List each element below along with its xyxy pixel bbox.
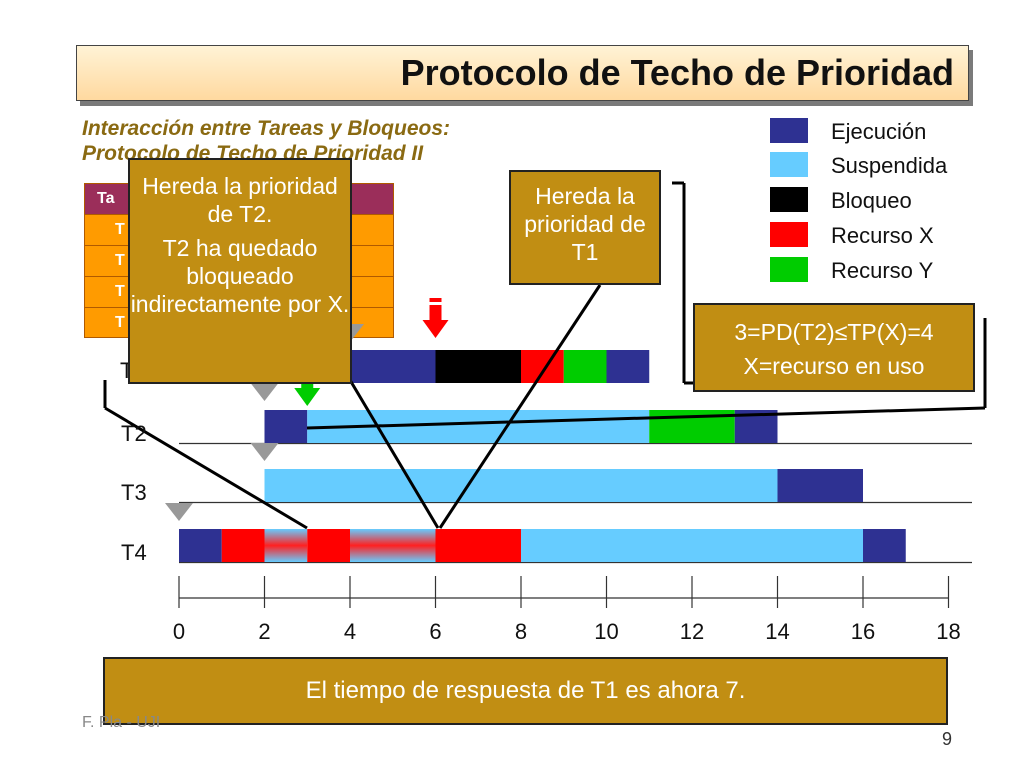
- arrival-marker: [250, 383, 279, 401]
- gantt-segment: [221, 529, 265, 562]
- note-response-time: El tiempo de respuesta de T1 es ahora 7.: [103, 657, 948, 725]
- legend-label: Recurso X: [831, 223, 934, 248]
- legend-label: Bloqueo: [831, 188, 912, 213]
- footer-author: F. Pla - UJI: [82, 714, 161, 731]
- table-header-text: Ta: [97, 190, 115, 207]
- arrival-marker: [165, 503, 193, 521]
- lock-arrow-head: [294, 388, 321, 406]
- legend-swatch: [770, 222, 808, 247]
- gantt-segment: [435, 529, 521, 562]
- table-header-right: 1: [435, 190, 444, 207]
- gantt-segment: [350, 529, 436, 562]
- arrival-marker: [250, 443, 279, 461]
- subtitle-line-1: Interacción entre Tareas y Bloqueos:: [82, 117, 451, 140]
- callout-line: [438, 284, 602, 529]
- callout-line: [104, 406, 308, 530]
- callout-line: [348, 379, 440, 529]
- gantt-segment: [307, 529, 350, 562]
- gantt-segment: [435, 350, 521, 383]
- gantt-segment: [863, 529, 906, 562]
- lock-arrow-head: [422, 320, 449, 338]
- gantt-segment: [179, 529, 222, 562]
- note-inherit-t1: Hereda la prioridad de T1: [509, 170, 661, 285]
- x-tick-label: 2: [258, 619, 271, 644]
- x-tick-label: 12: [679, 619, 705, 644]
- legend-swatch: [770, 118, 808, 143]
- gantt-segment: [563, 350, 607, 383]
- gantt-segment: [606, 350, 650, 383]
- legend-swatch: [770, 152, 808, 177]
- x-tick-label: 18: [936, 619, 961, 644]
- gantt-segment: [264, 529, 308, 562]
- note-inherit-t2: Hereda la prioridad de T2. T2 ha quedado…: [128, 158, 352, 384]
- legend-label: Suspendida: [831, 153, 948, 178]
- page-number: 9: [942, 729, 953, 749]
- x-tick-label: 16: [850, 619, 876, 644]
- x-tick-label: 6: [429, 619, 442, 644]
- gantt-segment: [521, 350, 564, 383]
- x-tick-label: 10: [594, 619, 619, 644]
- legend-swatch: [770, 257, 808, 282]
- gantt-segment: [777, 469, 863, 502]
- note-ceiling-line2: X=recurso en uso: [743, 353, 925, 379]
- x-tick-label: 8: [514, 619, 528, 644]
- callout-line: [306, 406, 986, 430]
- note-inherit-t2-text-a: Hereda la prioridad de T2.: [142, 173, 338, 227]
- note-inherit-t1-text: Hereda la prioridad de T1: [524, 183, 646, 265]
- page-title: Protocolo de Techo de Prioridad: [400, 52, 954, 93]
- gantt-segment: [264, 410, 308, 443]
- legend-swatch: [770, 187, 808, 212]
- gantt-segment: [264, 469, 778, 502]
- lock-arrow-cap: [429, 298, 442, 302]
- legend-label: Recurso Y: [831, 258, 934, 283]
- lock-arrow-shaft: [429, 305, 442, 322]
- note-response-time-text: El tiempo de respuesta de T1 es ahora 7.: [305, 677, 746, 704]
- row-label-t2: T2: [121, 421, 147, 446]
- x-tick-label: 14: [765, 619, 790, 644]
- title-box: Protocolo de Techo de Prioridad: [76, 45, 969, 101]
- note-ceiling: 3=PD(T2)≤TP(X)=4 X=recurso en uso: [693, 303, 975, 392]
- x-tick-label: 0: [172, 619, 186, 644]
- gantt-segment: [521, 529, 863, 562]
- row-label-t3: T3: [121, 480, 147, 505]
- x-tick-label: 4: [343, 619, 357, 644]
- note-ceiling-line1: 3=PD(T2)≤TP(X)=4: [734, 319, 934, 345]
- row-label-t4: T4: [121, 540, 147, 565]
- legend-label: Ejecución: [831, 119, 927, 144]
- note-inherit-t2-text-b: T2 ha quedado bloqueado indirectamente p…: [130, 235, 350, 317]
- gantt-segment: [350, 350, 436, 383]
